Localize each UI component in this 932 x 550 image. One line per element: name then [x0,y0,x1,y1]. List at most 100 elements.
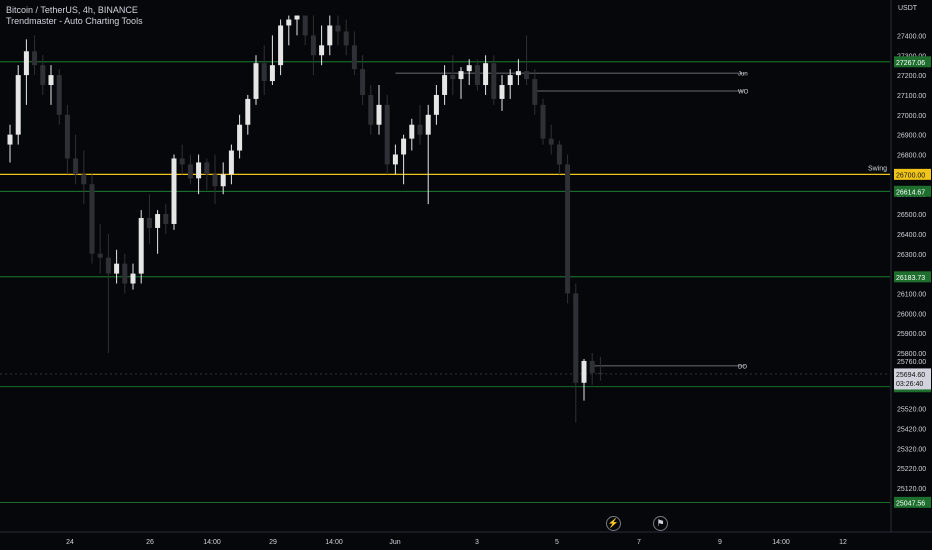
annotation-label: DO [738,364,747,370]
candle-body [376,104,382,125]
level-tag [894,168,931,180]
price-tick-label: 27100.00 [897,93,926,100]
candle-body [212,174,218,187]
lightning-icon[interactable]: ⚡ [606,516,621,531]
time-tick-label: 24 [66,539,74,546]
candle-body [581,360,587,383]
candle-body [23,51,29,76]
candle-body [524,71,530,80]
candle-body [351,45,357,70]
candle-body [114,263,120,274]
candle-body [565,164,571,294]
level-tag-label: 26183.73 [896,275,925,282]
candle-body [278,25,284,66]
price-tick-label: 26100.00 [897,291,926,298]
level-tag-label: 27267.06 [896,60,925,67]
indicator-title[interactable]: Trendmaster - Auto Charting Tools [6,16,143,26]
candle-body [302,15,308,36]
candle-body [81,174,87,185]
candle-body [48,75,54,86]
candle-body [97,253,103,258]
candle-body [409,124,415,139]
candle-body [450,75,456,80]
price-tick-label: 25420.00 [897,426,926,433]
price-tick-label: 25760.00 [897,359,926,366]
time-tick-label: 12 [839,539,847,546]
price-tick-label: 26500.00 [897,212,926,219]
candle-body [138,218,144,274]
candle-body [7,134,13,145]
candle-body [597,372,603,374]
candle-body [122,263,128,284]
candle-body [237,124,243,151]
candle-body [73,158,79,175]
time-tick-label: 14:00 [772,539,790,546]
current-price-label: 25694.60 [896,372,925,379]
time-tick-label: 9 [718,539,722,546]
candle-body [335,25,341,32]
annotation-label: Jun [738,72,748,78]
price-tick-label: 25220.00 [897,466,926,473]
candle-body [310,35,316,56]
time-tick-label: 14:00 [325,539,343,546]
candle-body [368,94,374,125]
candle-body [261,63,267,82]
candle-body [15,75,21,135]
price-tick-label: 26800.00 [897,153,926,160]
countdown-label: 03:26:40 [896,381,923,388]
swing-label: Swing [868,165,887,172]
price-tick-label: 27200.00 [897,73,926,80]
candle-body [491,63,497,99]
annotation-label: WO [738,89,749,95]
candle-body [204,162,210,175]
candle-body [179,158,185,165]
candle-body [384,104,390,165]
candle-body [319,45,325,56]
time-tick-label: 5 [555,539,559,546]
current-price-tag [894,368,931,390]
candle-body [499,85,505,99]
candle-body [483,63,489,86]
candle-body [163,214,169,224]
flag-icon[interactable]: ⚑ [653,516,668,531]
level-tag-label: 26614.67 [896,189,925,196]
candle-body [532,79,538,105]
candle-body [32,51,38,66]
candle-body [64,114,70,159]
time-tick-label: 26 [146,539,154,546]
candle-body [458,71,464,80]
time-tick-label: 7 [637,539,641,546]
level-tag-label: 26700.00 [896,172,925,179]
level-tag [894,56,931,68]
price-tick-label: 25900.00 [897,331,926,338]
price-tick-label: 27000.00 [897,113,926,120]
time-tick-label: Jun [389,539,400,546]
price-tick-label: 26900.00 [897,133,926,140]
candle-body [105,257,111,274]
candle-body [269,65,275,82]
candle-body [146,218,152,228]
candle-body [228,150,234,175]
candle-body [343,31,349,46]
level-tag [894,496,931,508]
candle-body [425,114,431,135]
candle-body [466,65,472,72]
price-tick-label: 25520.00 [897,407,926,414]
candle-body [507,75,513,86]
candle-body [360,69,366,95]
axis-currency: USDT [898,5,918,12]
candle-body [589,360,595,373]
candle-body [556,144,562,165]
candle-body [327,25,333,46]
candle-body [171,158,177,224]
candle-body [245,98,251,125]
candle-body [573,293,579,383]
price-tick-label: 27400.00 [897,33,926,40]
candle-body [474,65,480,86]
price-tick-label: 25120.00 [897,486,926,493]
price-tick-label: 25320.00 [897,446,926,453]
candle-body [442,75,448,95]
candle-body [401,138,407,155]
candle-body [220,174,226,187]
